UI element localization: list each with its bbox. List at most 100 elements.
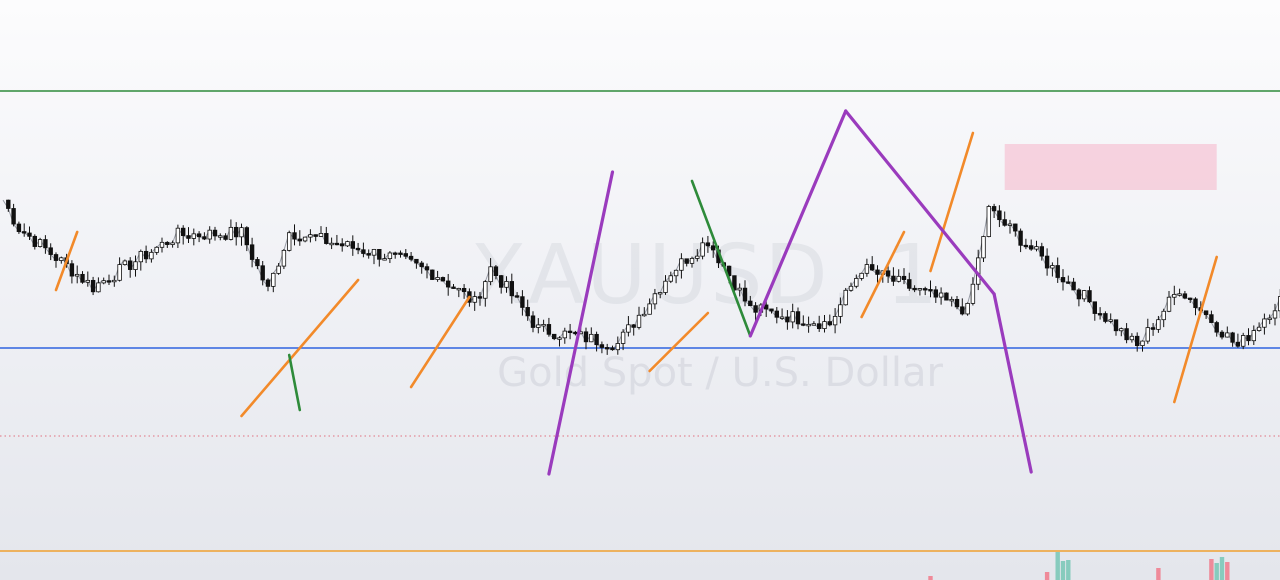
candle (430, 269, 435, 280)
candle (620, 329, 626, 351)
candle-body (1214, 322, 1219, 333)
candle-body (514, 295, 520, 298)
candle (589, 327, 594, 343)
candle-body (106, 280, 112, 283)
candle-body (398, 252, 403, 255)
candle-body (159, 241, 165, 248)
candle (864, 258, 870, 277)
candle-body (1278, 296, 1280, 312)
candle (175, 224, 181, 248)
candle (785, 310, 790, 330)
candle (80, 271, 85, 284)
candle (848, 282, 854, 292)
candle-body (1029, 245, 1034, 250)
candle-body (944, 292, 949, 301)
candle (838, 297, 843, 324)
orange-swing-line (240, 278, 360, 418)
candle-body (1145, 327, 1150, 342)
candle-body (520, 296, 525, 308)
candle (854, 274, 859, 289)
candle (827, 314, 832, 327)
candle-body (684, 258, 689, 264)
candle-body (832, 315, 838, 326)
candle-body (329, 242, 334, 246)
candle (271, 272, 276, 293)
candle (711, 241, 716, 258)
volume-bar (1209, 559, 1214, 580)
candle-body (1124, 328, 1129, 341)
candle (668, 271, 673, 284)
candle-body (1209, 314, 1214, 323)
candle (85, 271, 90, 287)
candle (896, 269, 901, 283)
candle (997, 205, 1002, 228)
candle (986, 204, 991, 238)
candle (753, 302, 758, 322)
candle-body (1241, 335, 1246, 347)
candle-body (843, 289, 848, 306)
candle-body (885, 270, 891, 277)
candle-body (1235, 341, 1241, 347)
candle-body (933, 289, 938, 298)
candle-body (673, 269, 679, 277)
candle-body (748, 300, 753, 307)
green-swing-line (690, 179, 752, 338)
candle-body (191, 233, 196, 239)
candle (567, 323, 573, 340)
candle-body (127, 260, 133, 270)
candle (1166, 290, 1172, 313)
candle (483, 280, 488, 307)
candle-body (90, 279, 96, 293)
candle (292, 224, 297, 246)
candle (557, 336, 562, 347)
candle (1082, 290, 1087, 302)
candle-body (615, 343, 620, 351)
candle-body (552, 333, 557, 340)
candle-body (286, 232, 292, 251)
candle (536, 318, 541, 334)
candle-body (1172, 294, 1177, 298)
candle-body (196, 233, 202, 238)
candle-body (207, 229, 212, 240)
candle (281, 249, 287, 270)
volume-bar (1066, 560, 1071, 580)
candle (1278, 289, 1280, 318)
candle-body (281, 249, 287, 267)
candle-body (620, 331, 626, 344)
candle-body (59, 257, 64, 261)
purple-swing-line (547, 170, 615, 476)
candle-body (387, 252, 393, 260)
candle (149, 249, 154, 263)
candle-body (302, 236, 308, 242)
candle (764, 301, 769, 317)
candle (403, 249, 408, 260)
candle (1124, 323, 1129, 344)
candle (742, 280, 748, 307)
candle (239, 223, 244, 246)
candle (1039, 242, 1044, 261)
candle (949, 296, 954, 307)
candle-body (271, 272, 276, 287)
candle-body (180, 227, 186, 236)
candle (493, 265, 499, 280)
candle (917, 288, 923, 296)
candle-body (122, 260, 128, 266)
candle-body (117, 264, 122, 281)
candle-body (1251, 330, 1256, 342)
candle-body (313, 234, 318, 237)
candle (408, 252, 414, 262)
candle (875, 265, 880, 283)
candle-body (297, 238, 302, 242)
candle-body (419, 262, 424, 268)
candle-body (265, 279, 271, 287)
candle (658, 292, 663, 299)
candle (779, 308, 785, 320)
candle-body (848, 285, 854, 291)
candle-body (1013, 223, 1018, 232)
orange-swing-line (54, 230, 79, 292)
candle (392, 251, 398, 259)
candle-body (875, 269, 880, 275)
candle (976, 249, 981, 291)
candle-body (991, 206, 997, 212)
